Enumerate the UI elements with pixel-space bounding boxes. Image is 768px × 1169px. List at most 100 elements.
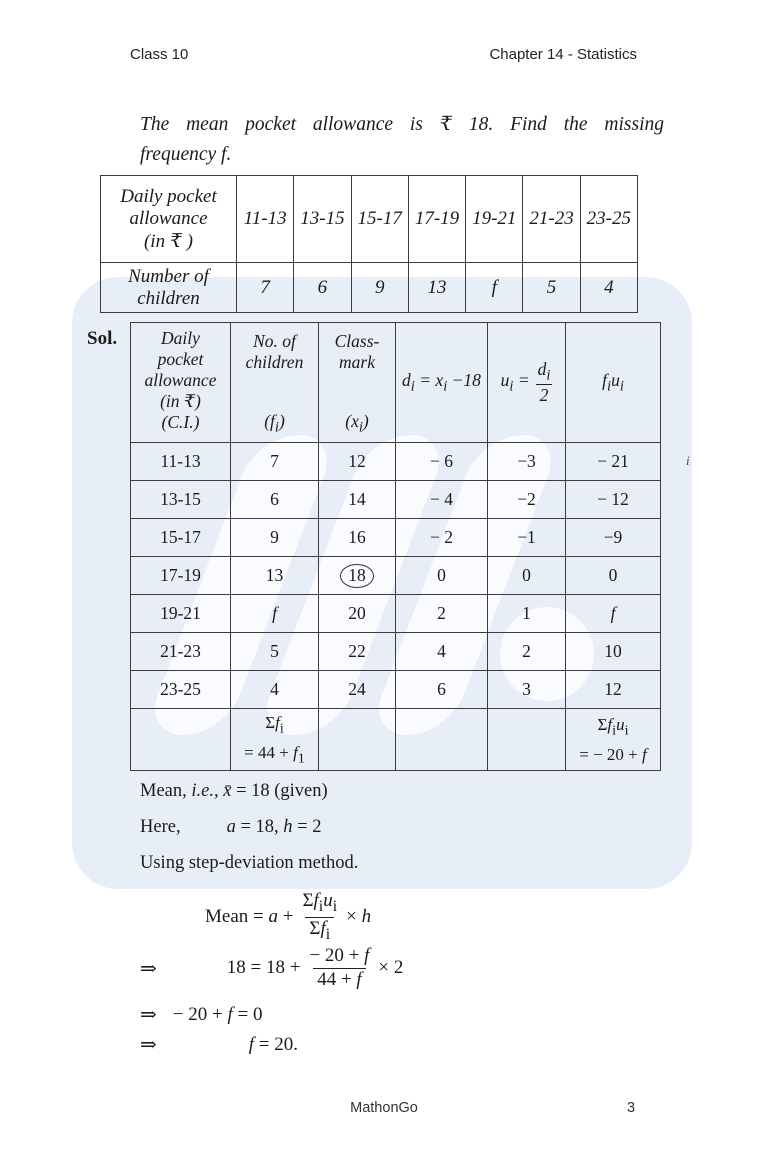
eq1-rhs: × h bbox=[346, 906, 372, 928]
table-cell: 12 bbox=[318, 442, 396, 481]
empty-cell bbox=[130, 708, 231, 771]
eq3-body: − 20 + f = 0 bbox=[172, 1003, 263, 1025]
table-cell: 20 bbox=[318, 594, 396, 633]
header-fi-symbol: (fi) bbox=[264, 410, 285, 436]
table-cell: 0 bbox=[487, 556, 566, 595]
header-class-label: Class 10 bbox=[130, 46, 189, 63]
header-fi-title: No. of children bbox=[245, 330, 304, 372]
header-chapter-label: Chapter 14 - Statistics bbox=[489, 46, 637, 63]
solution-table-row: 15-17 9 16− 2 −1 −9 bbox=[130, 518, 661, 557]
implies-icon: ⇒ bbox=[140, 957, 157, 980]
table-cell: 13 bbox=[230, 556, 319, 595]
solution-label: Sol. bbox=[87, 328, 118, 349]
here-values: a = 18, h = 2 bbox=[226, 817, 322, 837]
eq2-denominator: 44 + f bbox=[313, 967, 366, 992]
table-header-row: Daily pocket allowance (in ₹) (C.I.) No. of c… bbox=[130, 322, 661, 443]
interval-cell: 17-19 bbox=[407, 175, 467, 263]
substitution-equation: ⇒ 18 = 18 + − 20 + f 44 + f × 2 bbox=[140, 945, 403, 992]
total-fiui-cell: Σfiui = − 20 + f bbox=[565, 708, 661, 771]
problem-line-1: The mean pocket allowance is ₹ 18. Find … bbox=[140, 114, 664, 135]
table-cell: 1 bbox=[487, 594, 566, 633]
table-cell: 0 bbox=[395, 556, 488, 595]
ui-numerator: di bbox=[537, 358, 551, 384]
totals-row: Σfi = 44 + f1 Σfiui = − 20 + f bbox=[130, 708, 661, 771]
children-count-cell: 9 bbox=[350, 262, 409, 313]
interval-cell: 15-17 bbox=[350, 175, 409, 263]
footer-brand: MathonGo bbox=[350, 1100, 418, 1116]
table-cell: 11-13 bbox=[130, 442, 231, 481]
table-cell: −1 bbox=[487, 518, 566, 557]
table-cell: 21-23 bbox=[130, 632, 231, 671]
table-cell: −3 bbox=[487, 442, 566, 481]
table-cell: 4 bbox=[230, 670, 319, 709]
header-cell-ci: Daily pocket allowance (in ₹) (C.I.) bbox=[130, 322, 231, 443]
problem-line-2: frequency f. bbox=[140, 144, 232, 165]
eq1-numerator: Σfiui bbox=[302, 890, 338, 915]
eq1-fraction: Σfiui Σfi bbox=[302, 890, 337, 945]
solution-table-row: 13-15 6 14− 4 −2− 12 bbox=[130, 480, 661, 519]
table-cell: 18 bbox=[318, 556, 396, 595]
children-count-cell: 6 bbox=[293, 262, 352, 313]
table-cell: 10 bbox=[565, 632, 661, 671]
solution-table-row: 21-23 5 22 4 2 10 bbox=[130, 632, 661, 671]
children-count-cell: 5 bbox=[522, 262, 581, 313]
implies-icon: ⇒ bbox=[140, 1004, 157, 1026]
children-count-cell: 7 bbox=[235, 262, 295, 313]
eq2-fraction: − 20 + f 44 + f bbox=[309, 945, 369, 992]
frequency-table-corner-cell: Daily pocket allowance (in ₹ ) bbox=[100, 175, 237, 263]
solution-table-row: 11-13 7 12− 6 −3− 21 bbox=[130, 442, 661, 481]
table-cell: 7 bbox=[230, 442, 319, 481]
table-cell: 12 bbox=[565, 670, 661, 709]
table-cell: −2 bbox=[487, 480, 566, 519]
table-cell: 5 bbox=[230, 632, 319, 671]
table-cell: 23-25 bbox=[130, 670, 231, 709]
interval-cell: 23-25 bbox=[579, 175, 639, 263]
interval-cell: 19-21 bbox=[465, 175, 524, 263]
table-cell: 6 bbox=[230, 480, 319, 519]
empty-cell bbox=[318, 708, 396, 771]
method-line: Using step-deviation method. bbox=[140, 853, 359, 873]
empty-cell bbox=[487, 708, 566, 771]
table-cell: 4 bbox=[395, 632, 488, 671]
header-cell-xi: Class-mark (xi) bbox=[318, 322, 396, 443]
interval-cell: 13-15 bbox=[293, 175, 352, 263]
header-cell-ui: ui = di 2 bbox=[487, 322, 566, 443]
header-cell-di: di = xi −18 bbox=[395, 322, 488, 443]
children-count-cell: f bbox=[465, 262, 524, 313]
total-fi-cell: Σfi = 44 + f1 bbox=[230, 708, 319, 771]
ui-fraction: di 2 bbox=[535, 358, 553, 407]
table-cell: 0 bbox=[565, 556, 661, 595]
implies-icon: ⇒ bbox=[140, 1034, 157, 1056]
table-cell: 17-19 bbox=[130, 556, 231, 595]
here-line: Here, a = 18, h = 2 bbox=[140, 817, 321, 838]
table-cell: 3 bbox=[487, 670, 566, 709]
eq1-denominator: Σfi bbox=[305, 916, 335, 945]
mean-formula-equation: Mean = a + Σfiui Σfi × h bbox=[205, 890, 371, 945]
table-cell: −9 bbox=[565, 518, 661, 557]
header-cell-fi: No. of children (fi) bbox=[230, 322, 319, 443]
children-count-cell: 13 bbox=[407, 262, 467, 313]
table-cell: 2 bbox=[395, 594, 488, 633]
eq1-lhs: Mean = a + bbox=[205, 906, 294, 928]
footer-page-number: 3 bbox=[627, 1100, 636, 1116]
interval-cell: 11-13 bbox=[235, 175, 295, 263]
interval-cell: 21-23 bbox=[522, 175, 581, 263]
eq4-body: f = 20. bbox=[248, 1033, 299, 1055]
table-cell: 6 bbox=[395, 670, 488, 709]
problem-statement: The mean pocket allowance is ₹ 18. Find … bbox=[140, 110, 664, 170]
stray-margin-glyph: i bbox=[686, 453, 690, 468]
table-row: Number of children 7 6 9 13 f 5 4 bbox=[100, 262, 639, 313]
final-answer-equation: ⇒ f = 20. bbox=[140, 1032, 298, 1057]
table-cell: − 21 bbox=[565, 442, 661, 481]
header-xi-symbol: (xi) bbox=[345, 410, 369, 436]
solution-table: Daily pocket allowance (in ₹) (C.I.) No. of c… bbox=[130, 322, 661, 771]
solution-table-row: 23-25 4 24 6 3 12 bbox=[130, 670, 661, 709]
table-cell: 19-21 bbox=[130, 594, 231, 633]
table-cell: f bbox=[230, 594, 319, 633]
mean-given-line: Mean, i.e., x̄ = 18 (given) bbox=[140, 781, 328, 801]
table-cell: 24 bbox=[318, 670, 396, 709]
table-cell: 13-15 bbox=[130, 480, 231, 519]
table-cell: 22 bbox=[318, 632, 396, 671]
ui-formula-lhs: ui = bbox=[500, 369, 530, 395]
solution-table-row: 17-19 13 18 0 0 0 bbox=[130, 556, 661, 595]
